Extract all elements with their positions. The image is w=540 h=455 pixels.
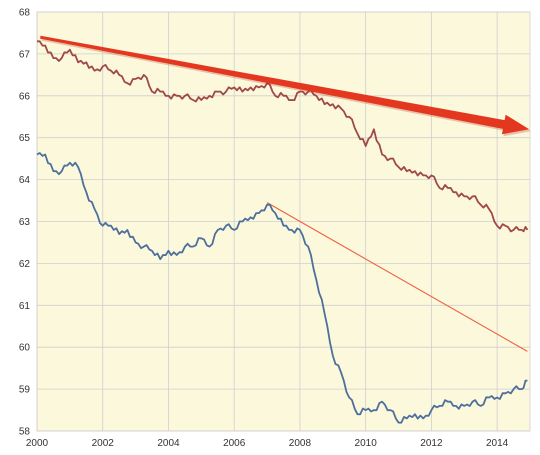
x-tick-label: 2000	[26, 438, 49, 449]
x-tick-label: 2012	[420, 438, 443, 449]
x-axis: 2000 2002 2004 2006 2008 2010 2012 2014	[26, 438, 509, 449]
x-tick-label: 2002	[92, 438, 115, 449]
thick-trend-arrow	[40, 35, 531, 137]
y-tick-label: 65	[19, 133, 31, 144]
thin-trendline	[266, 202, 528, 352]
y-tick-label: 58	[19, 427, 31, 438]
x-tick-label: 2008	[289, 438, 312, 449]
y-tick-label: 64	[19, 175, 31, 186]
x-tick-label: 2010	[355, 438, 378, 449]
upper-series-line	[37, 40, 529, 233]
y-axis: 58 59 60 61 62 63 64 65 66 67 68	[19, 8, 31, 438]
x-tick-label: 2004	[157, 438, 180, 449]
y-tick-label: 61	[19, 301, 31, 312]
plot-border	[36, 11, 531, 432]
x-tick-label: 2014	[486, 438, 509, 449]
trend-arrow-body	[40, 35, 530, 135]
gridlines	[36, 11, 531, 432]
trendlines	[266, 202, 528, 352]
y-tick-label: 63	[19, 217, 31, 228]
y-tick-label: 66	[19, 91, 31, 102]
y-tick-label: 68	[19, 8, 31, 19]
lower-series-line	[36, 152, 528, 424]
y-tick-label: 59	[19, 385, 31, 396]
x-tick-label: 2006	[223, 438, 246, 449]
y-tick-label: 62	[19, 259, 31, 270]
y-tick-label: 67	[19, 49, 31, 60]
y-tick-label: 60	[19, 343, 31, 354]
series-lines	[36, 35, 531, 424]
